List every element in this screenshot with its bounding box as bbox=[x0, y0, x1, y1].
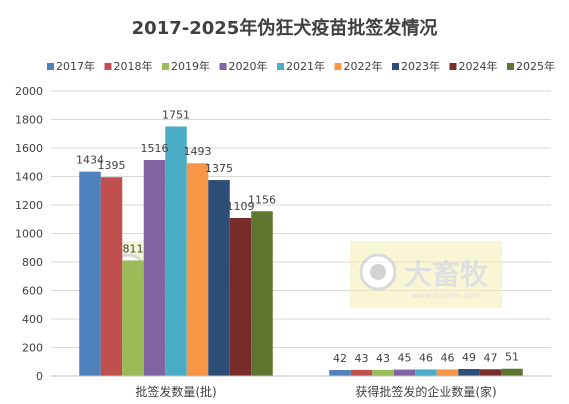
legend-swatch bbox=[104, 63, 112, 70]
bar-2017年-1 bbox=[79, 171, 101, 376]
legend: 2017年 2018年 2019年 2020年 2021年 2022年 2023年 2024年… bbox=[47, 59, 555, 73]
chart-title: 2017-2025年伪狂犬疫苗批签发情况 bbox=[132, 17, 438, 39]
y-tick-label: 1800 bbox=[15, 114, 43, 127]
bar-2017年-2 bbox=[329, 370, 351, 376]
data-label: 1751 bbox=[162, 108, 190, 121]
bar-2025年-2 bbox=[501, 368, 523, 376]
y-tick-label: 200 bbox=[22, 342, 43, 355]
legend-label: 2017年 bbox=[56, 59, 95, 73]
x-axis: 批签发数量(批) 获得批签发的企业数量(家) bbox=[51, 375, 551, 399]
legend-swatch bbox=[392, 63, 399, 70]
bar-2024年-2 bbox=[479, 369, 502, 376]
bars bbox=[79, 126, 523, 376]
bar-2023年-1 bbox=[208, 180, 230, 376]
data-label: 47 bbox=[484, 351, 498, 364]
data-label: 1156 bbox=[248, 193, 276, 206]
data-label: 42 bbox=[333, 352, 347, 365]
y-axis: 0 200 400 600 800 1000 1200 1400 1600 1800 2000 bbox=[15, 85, 43, 383]
data-label: 46 bbox=[441, 351, 455, 364]
data-label: 1516 bbox=[141, 142, 169, 155]
legend-label: 2024年 bbox=[459, 59, 498, 73]
legend-label: 2020年 bbox=[229, 59, 268, 73]
data-label: 1395 bbox=[98, 159, 126, 172]
x-tick-label: 获得批签发的企业数量(家) bbox=[355, 384, 496, 399]
bar-2018年-1 bbox=[100, 177, 123, 376]
legend-swatch bbox=[507, 63, 514, 70]
y-tick-label: 400 bbox=[22, 313, 43, 326]
legend-swatch bbox=[449, 63, 457, 70]
data-label: 51 bbox=[505, 351, 519, 364]
data-label: 46 bbox=[419, 351, 433, 364]
legend-label: 2025年 bbox=[516, 59, 555, 73]
data-label: 43 bbox=[376, 352, 390, 365]
data-label: 1434 bbox=[76, 154, 104, 167]
y-tick-label: 1000 bbox=[15, 228, 43, 241]
data-label: 45 bbox=[398, 352, 412, 365]
bar-2025年-1 bbox=[251, 211, 273, 376]
bar-2024年-1 bbox=[229, 217, 252, 376]
watermark-text: 大畜牧 bbox=[404, 258, 489, 291]
y-tick-label: 600 bbox=[22, 285, 43, 298]
data-label: 49 bbox=[462, 351, 476, 364]
legend-label: 2019年 bbox=[171, 59, 210, 73]
bar-2022年-1 bbox=[186, 163, 209, 376]
legend-label: 2023年 bbox=[401, 59, 440, 73]
data-label: 1109 bbox=[227, 200, 255, 213]
y-tick-label: 2000 bbox=[15, 85, 43, 98]
bar-2020年-1 bbox=[143, 159, 166, 376]
bar-2020年-2 bbox=[393, 369, 416, 376]
data-label: 1375 bbox=[205, 162, 233, 175]
y-tick-label: 1400 bbox=[15, 171, 43, 184]
bar-2022年-2 bbox=[436, 369, 459, 376]
x-tick-label: 批签发数量(批) bbox=[135, 384, 216, 399]
legend-swatch bbox=[219, 63, 227, 70]
legend-swatch bbox=[162, 63, 169, 70]
legend-swatch bbox=[277, 63, 284, 70]
watermark-lens-icon bbox=[370, 264, 386, 280]
legend-label: 2018年 bbox=[114, 59, 153, 73]
bar-2023年-2 bbox=[458, 369, 480, 376]
y-tick-label: 1200 bbox=[15, 199, 43, 212]
watermark-subtext: www.dxumu.com bbox=[412, 291, 481, 300]
legend-swatch bbox=[47, 63, 54, 70]
legend-label: 2021年 bbox=[286, 59, 325, 73]
bar-2021年-1 bbox=[165, 126, 187, 376]
y-tick-label: 1600 bbox=[15, 142, 43, 155]
data-label: 43 bbox=[355, 352, 369, 365]
data-label: 1493 bbox=[184, 145, 212, 158]
bar-2019年-2 bbox=[372, 369, 394, 376]
bar-2018年-2 bbox=[350, 369, 373, 376]
legend-label: 2022年 bbox=[344, 59, 383, 73]
y-tick-label: 0 bbox=[36, 370, 43, 383]
bar-2021年-2 bbox=[415, 369, 437, 376]
data-label: 811 bbox=[123, 242, 144, 255]
bar-2019年-1 bbox=[122, 260, 144, 376]
legend-swatch bbox=[334, 63, 342, 70]
y-tick-label: 800 bbox=[22, 256, 43, 269]
